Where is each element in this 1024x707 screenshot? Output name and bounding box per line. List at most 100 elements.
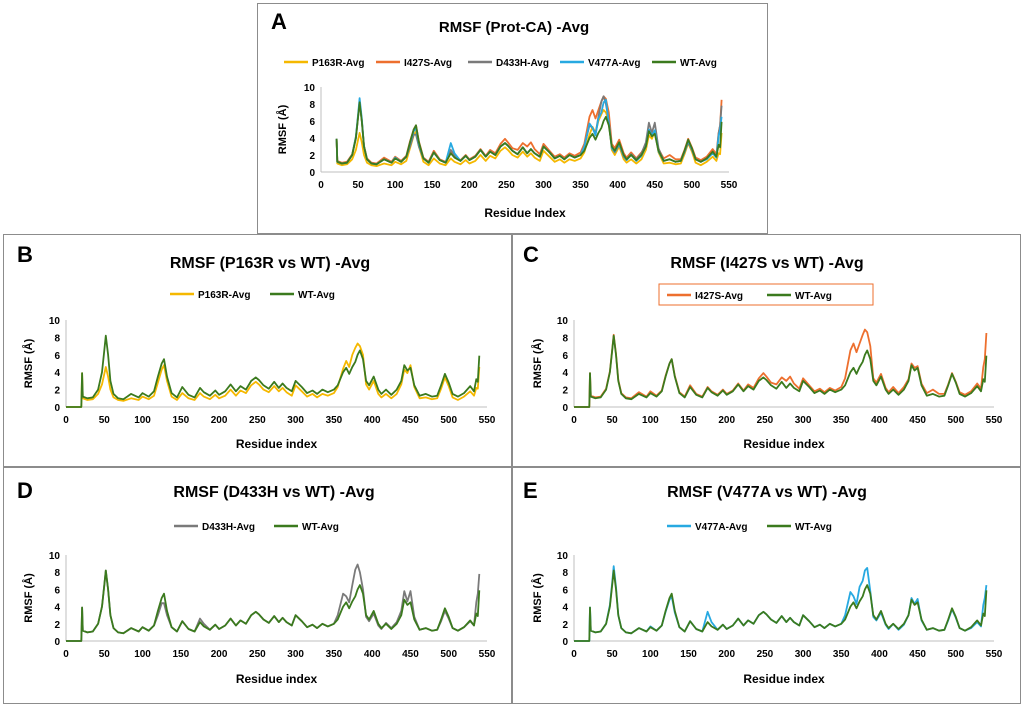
x-tick-label: 550 xyxy=(479,649,496,660)
x-tick-label: 300 xyxy=(287,649,304,660)
series-line-wt xyxy=(574,569,988,642)
x-tick-label: 500 xyxy=(947,415,964,426)
panel-b: B RMSF (P163R vs WT) -Avg P163R-Avg WT-Avg… xyxy=(3,234,512,467)
panel-c: C RMSF (I427S vs WT) -Avg I427S-Avg WT-Avg… xyxy=(512,234,1021,467)
x-tick-label: 0 xyxy=(63,649,69,660)
y-tick-label: 6 xyxy=(54,585,60,596)
x-tick-label: 250 xyxy=(757,415,774,426)
legend-item: D433H-Avg xyxy=(468,58,549,69)
legend-label: WT-Avg xyxy=(298,290,335,301)
x-axis-label: Residue index xyxy=(743,672,825,686)
x-tick-label: 300 xyxy=(795,649,812,660)
legend-item: P163R-Avg xyxy=(284,58,364,69)
y-tick-label: 10 xyxy=(49,316,61,327)
y-axis-label: RMSF (Å) xyxy=(531,338,544,388)
legend-item: P163R-Avg xyxy=(170,290,250,301)
series-line-wt xyxy=(574,334,988,408)
panel-e: E RMSF (V477A vs WT) -Avg V477A-Avg WT-Avg… xyxy=(512,467,1021,704)
chart-e: RMSF (V477A vs WT) -Avg V477A-Avg WT-Avg 0 2… xyxy=(531,484,1003,686)
x-tick-label: 0 xyxy=(318,180,324,191)
legend-item: I427S-Avg xyxy=(376,58,452,69)
legend-item: WT-Avg xyxy=(270,290,335,301)
x-tick-label: 400 xyxy=(364,415,381,426)
y-tick-label: 6 xyxy=(562,351,568,362)
y-tick-label: 8 xyxy=(562,568,568,579)
x-tick-label: 450 xyxy=(909,649,926,660)
legend-label: WT-Avg xyxy=(302,522,339,533)
x-tick-label: 50 xyxy=(607,415,619,426)
legend-item: D433H-Avg xyxy=(174,522,255,533)
x-tick-label: 300 xyxy=(535,180,552,191)
x-tick-label: 250 xyxy=(498,180,515,191)
legend-item: V477A-Avg xyxy=(667,522,747,533)
y-tick-label: 6 xyxy=(562,585,568,596)
x-tick-label: 50 xyxy=(353,180,365,191)
chart-c: RMSF (I427S vs WT) -Avg I427S-Avg WT-Avg 0 2… xyxy=(531,255,1003,451)
x-axis-label: Residue index xyxy=(743,437,825,451)
x-tick-label: 200 xyxy=(718,415,735,426)
x-tick-label: 350 xyxy=(833,415,850,426)
series-line-wt xyxy=(66,334,481,408)
series-line-wt xyxy=(335,101,723,166)
legend-item: WT-Avg xyxy=(652,58,717,69)
series-line-i427s xyxy=(335,95,723,165)
x-tick-label: 50 xyxy=(99,649,111,660)
chart-title: RMSF (Prot-CA) -Avg xyxy=(439,19,589,36)
y-axis-label: RMSF (Å) xyxy=(531,573,544,623)
y-tick-label: 8 xyxy=(309,100,315,111)
x-tick-label: 250 xyxy=(757,649,774,660)
y-tick-label: 4 xyxy=(562,603,568,614)
chart-title: RMSF (V477A vs WT) -Avg xyxy=(667,484,867,501)
panel-label-d: D xyxy=(17,478,33,503)
x-tick-label: 200 xyxy=(461,180,478,191)
x-tick-label: 150 xyxy=(172,649,189,660)
x-tick-label: 250 xyxy=(249,649,266,660)
x-axis-label: Residue index xyxy=(236,672,318,686)
x-tick-label: 100 xyxy=(134,649,151,660)
x-tick-label: 450 xyxy=(402,649,419,660)
legend-label: V477A-Avg xyxy=(695,522,747,533)
panel-label-c: C xyxy=(523,242,539,267)
x-tick-label: 500 xyxy=(440,649,457,660)
x-tick-label: 150 xyxy=(424,180,441,191)
legend-label: D433H-Avg xyxy=(202,522,255,533)
x-tick-label: 350 xyxy=(326,649,343,660)
legend-label: V477A-Avg xyxy=(588,58,640,69)
legend-box xyxy=(658,283,874,306)
x-tick-label: 550 xyxy=(479,415,496,426)
x-tick-label: 0 xyxy=(571,415,577,426)
y-tick-label: 6 xyxy=(54,351,60,362)
legend-item: WT-Avg xyxy=(767,522,832,533)
x-tick-label: 450 xyxy=(909,415,926,426)
x-tick-label: 200 xyxy=(718,649,735,660)
series-line-wt xyxy=(66,569,481,642)
y-tick-label: 2 xyxy=(54,386,60,397)
legend-label: D433H-Avg xyxy=(496,58,549,69)
y-tick-label: 0 xyxy=(54,403,60,414)
legend-label: I427S-Avg xyxy=(695,291,743,302)
x-tick-label: 0 xyxy=(63,415,69,426)
x-tick-label: 500 xyxy=(440,415,457,426)
chart-d: RMSF (D433H vs WT) -Avg D433H-Avg WT-Avg 0 2… xyxy=(22,484,496,686)
x-tick-label: 50 xyxy=(99,415,111,426)
x-tick-label: 400 xyxy=(364,649,381,660)
chart-a: RMSF (Prot-CA) -Avg P163R-Avg I427S-Avg D43… xyxy=(276,19,738,220)
legend-item: WT-Avg xyxy=(767,291,832,302)
y-tick-label: 2 xyxy=(309,151,315,162)
x-tick-label: 200 xyxy=(211,649,228,660)
y-tick-label: 8 xyxy=(54,333,60,344)
x-tick-label: 350 xyxy=(572,180,589,191)
x-tick-label: 300 xyxy=(287,415,304,426)
legend-label: WT-Avg xyxy=(680,58,717,69)
y-axis-label: RMSF (Å) xyxy=(22,573,35,623)
legend-label: I427S-Avg xyxy=(404,58,452,69)
y-tick-label: 10 xyxy=(49,551,61,562)
x-axis-label: Residue Index xyxy=(484,206,566,220)
chart-b: RMSF (P163R vs WT) -Avg P163R-Avg WT-Avg 0 2… xyxy=(22,255,496,451)
x-tick-label: 150 xyxy=(680,415,697,426)
x-tick-label: 100 xyxy=(134,415,151,426)
legend-label: P163R-Avg xyxy=(198,290,250,301)
chart-title: RMSF (I427S vs WT) -Avg xyxy=(670,255,863,272)
y-tick-label: 0 xyxy=(54,637,60,648)
x-tick-label: 500 xyxy=(684,180,701,191)
